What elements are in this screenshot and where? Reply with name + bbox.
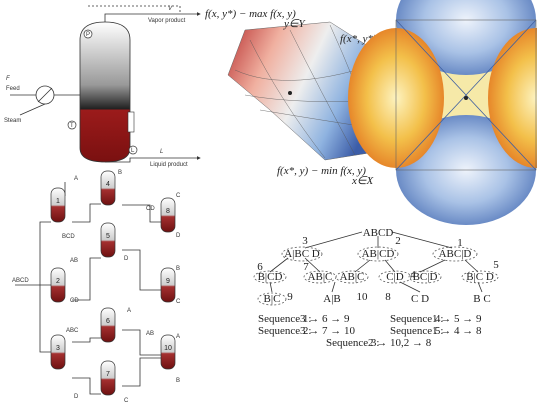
stream-label: B bbox=[176, 266, 180, 272]
tree-label: 10 bbox=[357, 291, 369, 303]
tree-label: 1 bbox=[457, 237, 463, 249]
tree-label: AB|C bbox=[340, 271, 365, 283]
column-number: 5 bbox=[106, 233, 110, 240]
stream-label: B bbox=[118, 170, 122, 176]
column-number: 8 bbox=[166, 208, 170, 215]
column-number: 10 bbox=[164, 345, 172, 352]
stream-label: ABC bbox=[66, 328, 79, 334]
tree-label: 1 → 4 → 8 bbox=[432, 325, 482, 337]
column-number: 2 bbox=[56, 278, 60, 285]
figure: P T L F Feed Steam V Vapor product L Liq… bbox=[0, 0, 537, 404]
column bbox=[101, 171, 115, 205]
tree-label: 8 bbox=[385, 291, 391, 303]
column-number: 3 bbox=[56, 345, 60, 352]
symbol: F bbox=[6, 76, 10, 82]
column bbox=[101, 308, 115, 342]
tree-label: 3 → 6 → 9 bbox=[300, 313, 350, 325]
stream-label: C bbox=[176, 193, 181, 199]
column-number: 4 bbox=[106, 181, 110, 188]
formula-subscript: x∈X bbox=[351, 175, 374, 187]
tree-label: A|B bbox=[323, 293, 340, 305]
symbol: L bbox=[160, 149, 163, 155]
stream-label: BCD bbox=[62, 234, 75, 240]
tree-label: 3 bbox=[302, 235, 308, 247]
column bbox=[161, 268, 175, 302]
symbol: V bbox=[168, 6, 173, 12]
label: Liquid product bbox=[150, 162, 188, 168]
column bbox=[161, 198, 175, 232]
formula-subscript: y∈Y bbox=[283, 18, 306, 30]
column bbox=[51, 335, 65, 369]
tree-label: BC|D bbox=[413, 271, 438, 283]
tree-label: A|BC D bbox=[284, 248, 320, 260]
stream-label: B bbox=[176, 378, 180, 384]
column bbox=[161, 335, 175, 369]
stream-label: A bbox=[127, 308, 131, 314]
tree-label: C D bbox=[411, 293, 429, 305]
instrument: T bbox=[70, 123, 74, 129]
tree-label: B|C D bbox=[466, 271, 494, 283]
column-number: 7 bbox=[106, 371, 110, 378]
column bbox=[101, 223, 115, 257]
stream-label: C bbox=[124, 398, 129, 404]
tree-label: AB|C bbox=[308, 271, 333, 283]
stream-label: A bbox=[74, 176, 78, 182]
column bbox=[51, 268, 65, 302]
stream-label: C bbox=[176, 299, 181, 305]
column-number: 9 bbox=[166, 278, 170, 285]
stream-label: D bbox=[176, 233, 181, 239]
tree-label: B C bbox=[473, 293, 490, 305]
tree-label: 2 → 10,2 → 8 bbox=[368, 337, 432, 349]
label: Steam bbox=[4, 118, 21, 124]
formula: f(x, y*) − max f(x, y) bbox=[205, 8, 296, 20]
tree-label: ABC|D bbox=[439, 248, 472, 260]
column-number: 1 bbox=[56, 198, 60, 205]
column bbox=[51, 188, 65, 222]
stream-label: AB bbox=[70, 258, 78, 264]
stream-label: A bbox=[176, 334, 180, 340]
stream-label: CD bbox=[146, 206, 155, 212]
tree-label: B|CD bbox=[258, 271, 283, 283]
label: Feed bbox=[6, 86, 20, 92]
column-number: 6 bbox=[106, 318, 110, 325]
tree-label: 1 → 5 → 9 bbox=[432, 313, 482, 325]
tree-label: B|C bbox=[264, 293, 281, 305]
label: Vapor product bbox=[148, 18, 186, 24]
flash-drum: P T L F Feed Steam V Vapor product L Liq… bbox=[4, 6, 200, 168]
stream-label: ABCD bbox=[12, 278, 29, 284]
stream-label: CD bbox=[70, 298, 79, 304]
column bbox=[101, 361, 115, 395]
stream-label: D bbox=[124, 256, 129, 262]
tree-label: C|D bbox=[386, 271, 404, 283]
tree-label: AB|CD bbox=[362, 248, 395, 260]
instrument: P bbox=[86, 32, 90, 38]
tree-label: ABCD bbox=[363, 227, 394, 239]
tree-label: 3 → 7 → 10 bbox=[300, 325, 356, 337]
stream-label: AB bbox=[146, 331, 154, 337]
stream-label: D bbox=[74, 394, 79, 400]
tree-label: 9 bbox=[287, 291, 293, 303]
tree-label: 2 bbox=[395, 235, 401, 247]
tree-label: 5 bbox=[493, 259, 499, 271]
